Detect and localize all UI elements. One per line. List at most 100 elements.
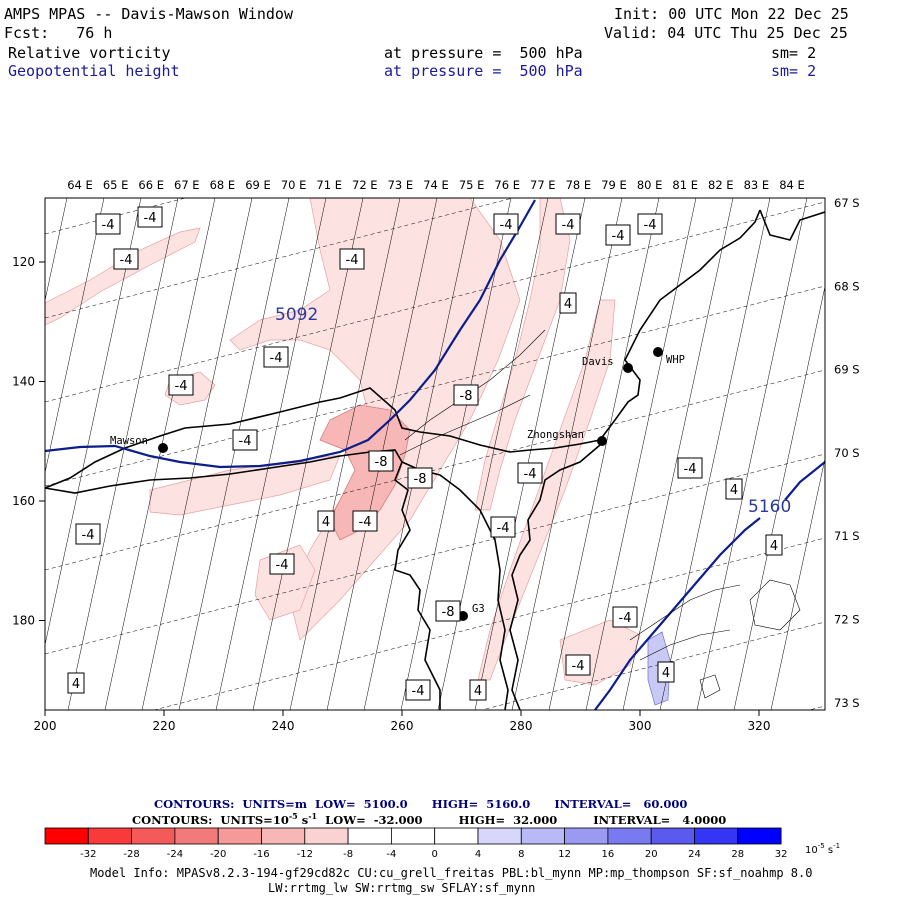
parallel-line: [45, 369, 825, 571]
vorticity-label: 4: [559, 292, 577, 314]
vort-contour-units: CONTOURS: UNITS=10: [132, 812, 289, 827]
vorticity-label: -4: [490, 516, 516, 538]
svg-text:-4: -4: [612, 229, 625, 244]
colorbar-tick-label: -28: [123, 849, 139, 860]
vorticity-label: 4: [469, 679, 487, 701]
latitude-label: 72 S: [834, 613, 860, 627]
colorbar-tick-label: 32: [775, 849, 788, 860]
vorticity-label: -4: [339, 248, 365, 270]
svg-text:4: 4: [72, 677, 80, 692]
svg-text:-4: -4: [239, 434, 252, 449]
coast-main: [45, 209, 761, 489]
vorticity-contour-info: CONTOURS: UNITS=10-5 s-1 LOW= -32.000 HI…: [132, 811, 726, 827]
svg-text:-8: -8: [460, 389, 473, 404]
colorbar-swatch: [650, 827, 695, 845]
vort-line-4: [639, 629, 731, 661]
latitude-label: 68 S: [834, 279, 860, 293]
svg-text:-4: -4: [500, 218, 513, 233]
vorticity-label: -4: [405, 679, 431, 701]
field1-smoothing: sm= 2: [771, 44, 817, 62]
height-contour-5160: [594, 517, 761, 710]
svg-text:-4: -4: [82, 528, 95, 543]
colorbar-swatch: [44, 827, 89, 845]
station-label-mawson: Mawson: [110, 435, 148, 447]
init-value: 00 UTC Mon 22 Dec 25: [668, 5, 849, 23]
valid-value: 04 UTC Thu 25 Dec 25: [667, 24, 848, 42]
station-g3: G3: [458, 603, 485, 621]
meridian-line: [67, 198, 179, 710]
vorticity-label: -4: [517, 462, 543, 484]
vort-contour-exp2: -1: [308, 811, 318, 821]
longitude-label: 81 E: [672, 178, 698, 192]
colorbar-tick-label: 28: [731, 849, 744, 860]
colorbar-swatch: [261, 827, 306, 845]
vorticity-label: -4: [612, 606, 638, 628]
svg-text:4: 4: [730, 483, 738, 498]
parallel-line: [45, 453, 825, 655]
vort-line-2: [399, 394, 531, 456]
vorticity-label: -4: [565, 654, 591, 676]
vorticity-label: -4: [677, 457, 703, 479]
forecast-hour: Fcst: 76 h: [4, 24, 112, 42]
longitude-label: 75 E: [459, 178, 485, 192]
vort-line-3: [629, 584, 741, 641]
colorbar-swatch: [434, 827, 479, 845]
vort-contour-low: LOW= -32.000: [325, 812, 423, 827]
svg-text:4: 4: [322, 515, 330, 530]
vorticity-label: -4: [637, 213, 663, 235]
colorbar-units: 10-5 s-1: [805, 842, 840, 856]
vorticity-label: 4: [67, 672, 85, 694]
vorticity-label: -4: [232, 429, 258, 451]
svg-text:-4: -4: [346, 253, 359, 268]
vort-strip-south: [477, 299, 616, 681]
height-contour-5092: [45, 199, 536, 469]
vorticity-labels: -4 -4 -4 -4 -4 -4 -4 -4 -4 -4 -4 -4 -4 -4 -4 -4 -4 -4 -4 -4…: [67, 206, 783, 701]
init-label: Init:: [614, 5, 660, 23]
parallel-line: [45, 201, 825, 403]
svg-text:-8: -8: [414, 472, 427, 487]
longitude-label: 72 E: [352, 178, 378, 192]
vort-band-west: [45, 227, 201, 326]
vort-west-blob: [149, 454, 341, 516]
station-whp: WHP: [653, 347, 685, 366]
y-axis-ticks: 120 140 160 180: [12, 255, 45, 628]
colorbar-swatch: [694, 827, 739, 845]
meridian-line: [252, 198, 364, 710]
vorticity-label: -4: [137, 206, 163, 228]
vort-strip-east: [474, 198, 571, 511]
coast-east-upper: [759, 209, 825, 241]
svg-text:-4: -4: [572, 659, 585, 674]
vorticity-label: -4: [263, 346, 289, 368]
svg-text:4: 4: [770, 539, 778, 554]
vorticity-label: -8: [435, 600, 461, 622]
colorbar-tick-label: 12: [558, 849, 571, 860]
station-davis: Davis: [582, 356, 633, 373]
svg-text:-4: -4: [524, 467, 537, 482]
latitude-label: 73 S: [834, 696, 860, 710]
model-info-line2: LW:rrtmg_lw SW:rrtmg_sw SFLAY:sf_mynn: [268, 881, 536, 895]
colorbar-tick-label: 16: [602, 849, 615, 860]
svg-text:-4: -4: [497, 521, 510, 536]
svg-text:4: 4: [662, 666, 670, 681]
colorbar-tick-label: -16: [253, 849, 269, 860]
station-label-zhongshan: Zhongshan: [527, 429, 584, 441]
colorbar-swatch: [174, 827, 219, 845]
svg-text:-4: -4: [270, 351, 283, 366]
colorbar-tick-label: -12: [297, 849, 313, 860]
height-contours: [45, 199, 825, 710]
meridian-line: [141, 198, 253, 710]
parallel-line: [45, 198, 187, 235]
meridian-line: [548, 198, 660, 710]
vorticity-label: -4: [493, 213, 519, 235]
colorbar-tick-label: 20: [645, 849, 658, 860]
longitude-label: 83 E: [744, 178, 770, 192]
colorbar-swatch: [477, 827, 522, 845]
height-contour-info: CONTOURS: UNITS=m LOW= 5100.0 HIGH= 5160…: [154, 797, 687, 811]
longitude-label: 76 E: [494, 178, 520, 192]
vorticity-label: -4: [95, 213, 121, 235]
colorbar-tick-label: 8: [518, 849, 524, 860]
station-zhongshan: Zhongshan: [527, 429, 607, 446]
vorticity-label: 4: [657, 661, 675, 683]
x-tick-label: 220: [153, 719, 176, 733]
meridian-line: [733, 285, 825, 710]
